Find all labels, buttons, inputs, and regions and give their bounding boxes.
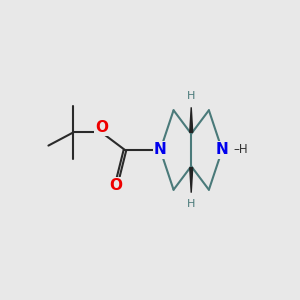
Text: N: N — [216, 142, 229, 158]
Text: O: O — [95, 120, 109, 135]
Text: N: N — [154, 142, 167, 158]
Text: O: O — [110, 178, 123, 193]
Polygon shape — [190, 107, 193, 132]
Text: –H: –H — [233, 143, 248, 157]
Text: H: H — [187, 199, 195, 208]
Text: H: H — [187, 92, 195, 101]
Polygon shape — [190, 168, 193, 193]
